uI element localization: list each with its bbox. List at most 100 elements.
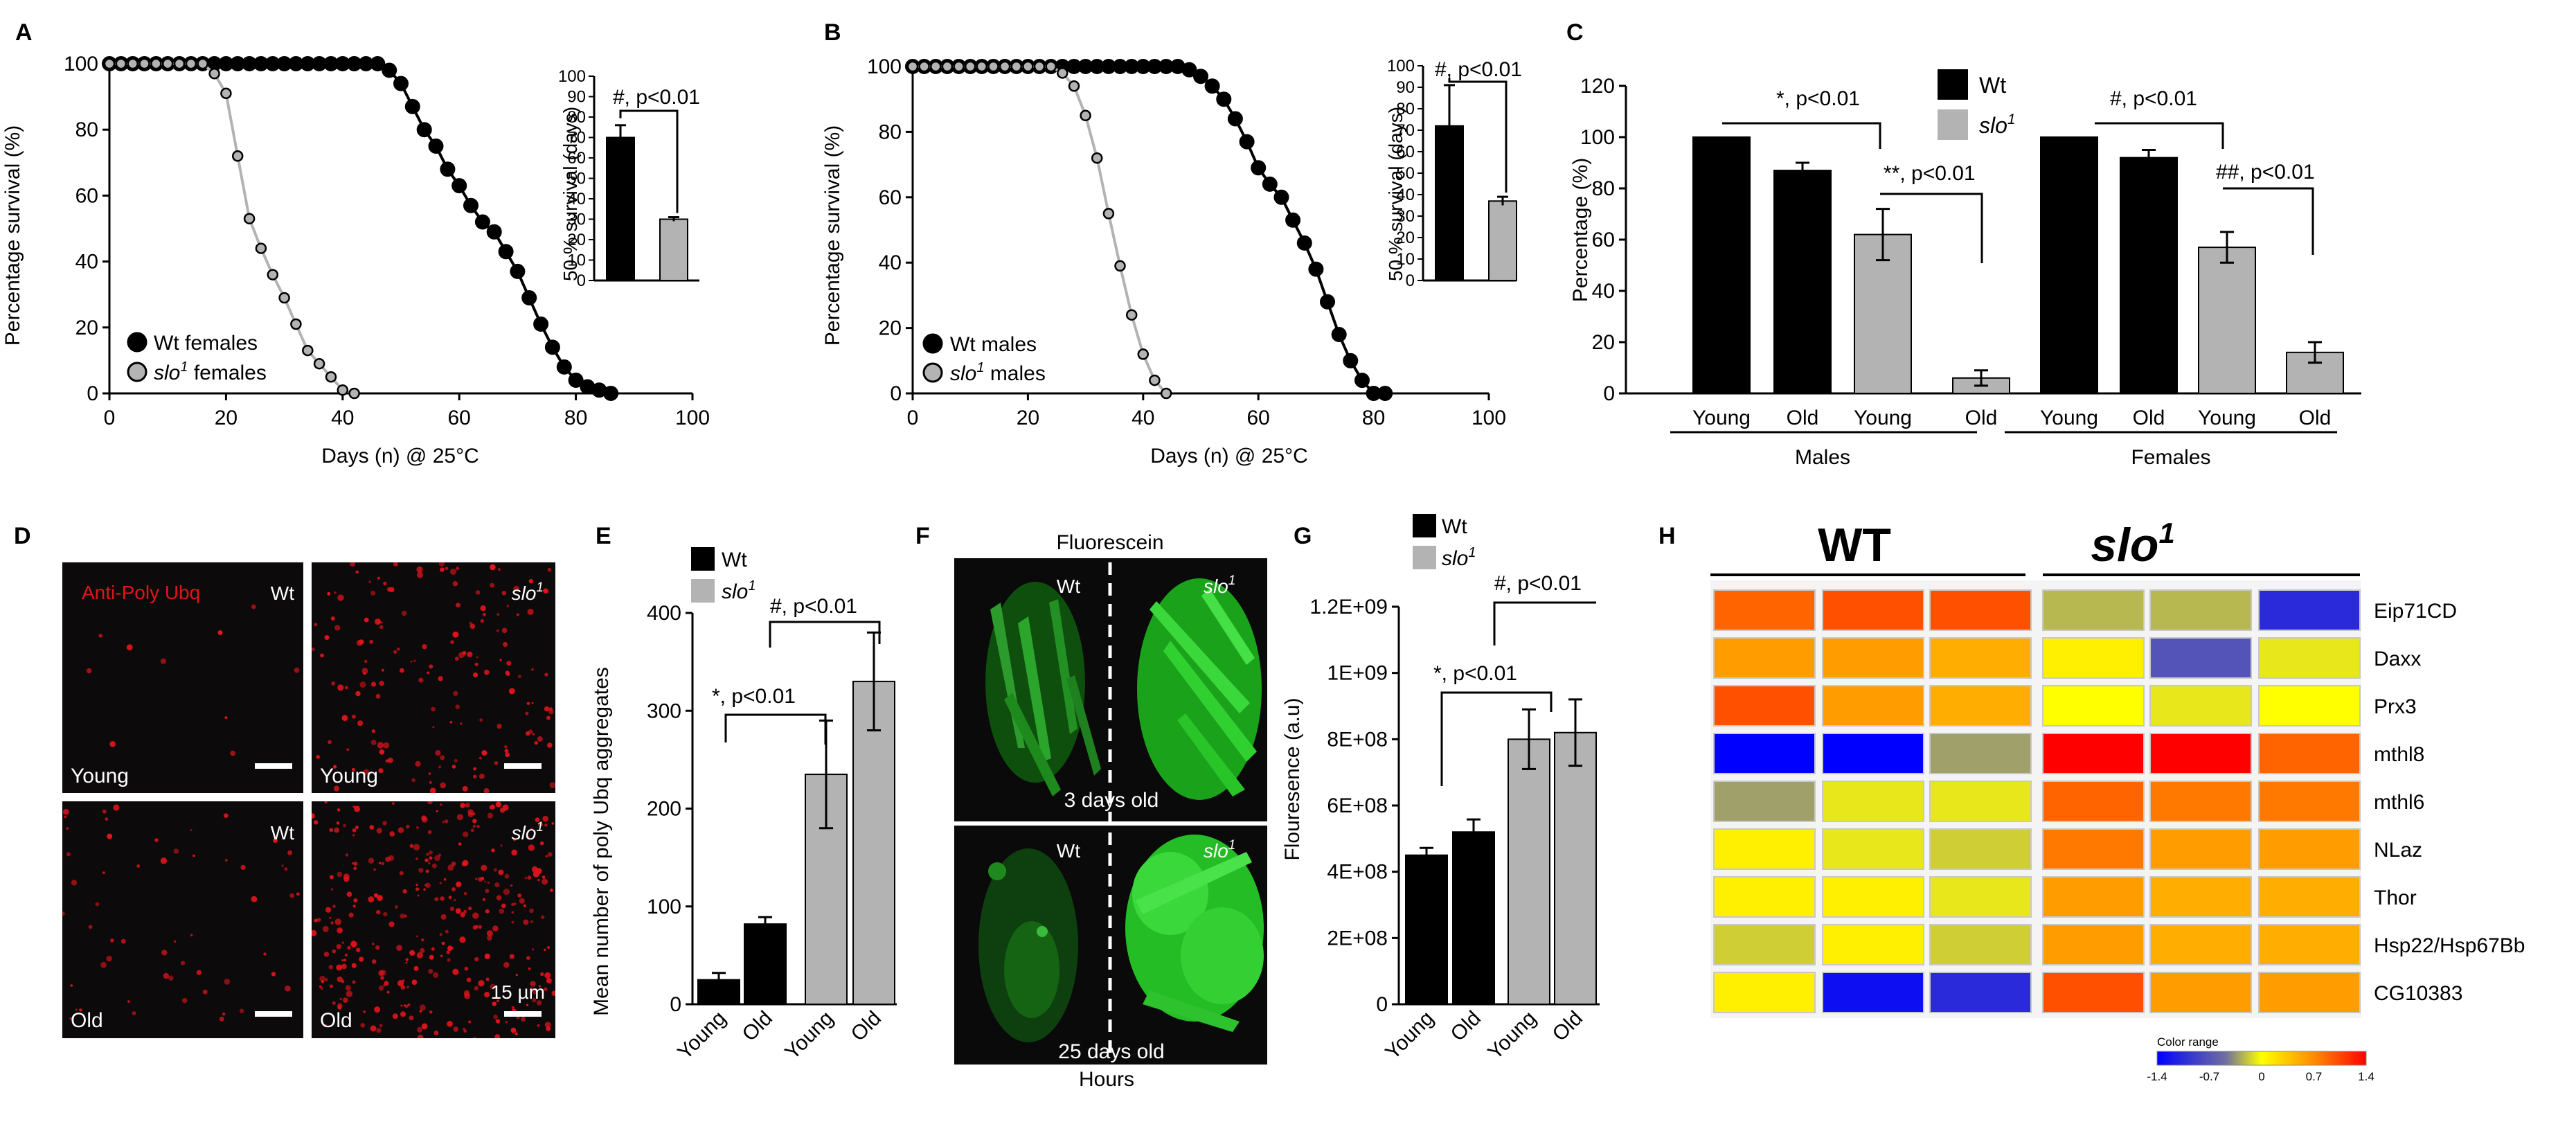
aggregate-dot	[251, 604, 256, 609]
survival-point-slo	[1149, 374, 1161, 386]
panel-c-annotation-3: #, p<0.01	[2110, 87, 2197, 110]
survival-point-wt	[556, 359, 572, 375]
y-tick-label: 40	[75, 251, 98, 274]
aggregate-dot	[536, 1000, 542, 1006]
aggregate-dot	[368, 896, 375, 903]
panel-e-x-labels: Young Old Young Old	[673, 1007, 886, 1065]
aggregate-dot	[371, 729, 375, 733]
legend-swatch-slo	[1938, 109, 1968, 140]
inset-significance-bracket	[619, 109, 679, 213]
aggregate-dot	[363, 672, 366, 675]
scale-bar	[504, 1011, 542, 1017]
heatmap-cell	[2149, 589, 2252, 631]
x-category-label: Old	[1787, 407, 1819, 429]
aggregate-dot	[324, 1024, 327, 1026]
survival-point-wt	[603, 386, 619, 401]
aggregate-dot	[508, 688, 515, 695]
y-tick-label: 80	[879, 121, 902, 143]
aggregate-dot	[455, 704, 460, 709]
y-tick-label: 60	[879, 186, 902, 209]
aggregate-dot	[506, 672, 510, 676]
aggregate-dot	[330, 921, 334, 925]
aggregate-dot	[389, 587, 395, 593]
aggregate-dot	[378, 986, 384, 991]
y-tick-label: 1.2E+09	[1309, 596, 1388, 618]
aggregate-dot	[474, 986, 479, 991]
aggregate-dot	[551, 822, 555, 825]
aggregate-dot	[339, 928, 342, 932]
aggregate-dot	[547, 567, 552, 572]
aggregate-dot	[469, 621, 472, 625]
x-category-label: Young	[1381, 1007, 1438, 1065]
survival-point-wt	[1354, 373, 1370, 389]
aggregate-dot	[397, 980, 404, 987]
aggregate-dot	[528, 844, 535, 851]
aggregate-dot	[345, 985, 351, 991]
heatmap-background	[1710, 580, 2361, 1018]
heatmap-cell	[2149, 828, 2252, 870]
aggregate-dot	[345, 853, 349, 857]
aggregate-dot	[442, 821, 445, 823]
survival-point-slo	[941, 60, 954, 73]
aggregate-dot	[284, 867, 288, 871]
aggregate-dot	[223, 813, 229, 818]
aggregate-dot	[353, 862, 358, 866]
aggregate-dot	[127, 1000, 130, 1003]
bar-young	[2040, 136, 2098, 394]
bar-old	[852, 680, 895, 1005]
aggregate-dot	[407, 1003, 411, 1006]
aggregate-dot	[540, 972, 544, 977]
survival-point-wt	[440, 161, 456, 177]
slo-text: slo	[1204, 840, 1228, 862]
legend-swatch-wt	[1938, 69, 1968, 100]
aggregate-dot	[547, 946, 550, 949]
aggregate-dot	[346, 748, 350, 751]
survival-point-slo	[1045, 60, 1057, 73]
aggregate-dot	[429, 781, 432, 784]
aggregate-dot	[312, 813, 315, 819]
aggregate-dot	[404, 914, 407, 918]
aggregate-dot	[364, 617, 369, 623]
aggregate-dot	[497, 613, 500, 616]
aggregate-dot	[520, 1016, 526, 1022]
aggregate-dot	[453, 1026, 458, 1032]
aggregate-dot	[483, 788, 490, 793]
aggregate-dot	[487, 881, 490, 884]
aggregate-dot	[350, 562, 355, 567]
legend-swatch-slo	[691, 579, 715, 603]
colorbar-tick-label: -0.7	[2199, 1070, 2219, 1083]
inset-y-tick-label: 80	[567, 108, 586, 127]
legend-label-slo: slo1 females	[154, 359, 267, 384]
aggregate-dot	[419, 1004, 426, 1011]
legend-label-slo: slo1	[1442, 545, 1476, 570]
heatmap-cell	[2149, 972, 2252, 1013]
aggregate-dot	[487, 812, 494, 819]
aggregate-dot	[494, 1034, 501, 1038]
slo-sup: 1	[1468, 545, 1476, 560]
aggregate-dot	[463, 892, 467, 896]
aggregate-dot	[429, 787, 436, 793]
heatmap-colorbar: Color range -1.4 -0.7 0 0.7 1.4	[2147, 1035, 2374, 1083]
y-tick-label: 0	[1376, 993, 1388, 1016]
survival-point-wt	[1227, 111, 1243, 127]
aggregate-dot	[224, 716, 228, 720]
aggregate-dot	[325, 907, 332, 913]
aggregate-dot	[523, 904, 526, 907]
aggregate-dot	[337, 808, 341, 812]
aggregate-dot	[452, 968, 459, 975]
y-tick-label: 0	[670, 993, 681, 1016]
aggregate-dot	[420, 947, 425, 954]
aggregate-dot	[389, 831, 395, 837]
aggregate-dot	[503, 961, 510, 968]
slo-sup: 1	[748, 578, 755, 594]
aggregate-dot	[428, 772, 431, 775]
aggregate-dot	[472, 824, 476, 828]
x-tick-label: 0	[907, 407, 919, 429]
panel-letter-e: E	[596, 523, 611, 549]
fluorescein-label-slo: slo1	[1204, 573, 1235, 597]
aggregate-dot	[337, 1003, 343, 1009]
aggregate-dot	[312, 929, 317, 936]
aggregate-dot	[400, 985, 406, 990]
inset-y-tick-label: 20	[567, 231, 586, 249]
survival-point-slo	[267, 269, 279, 280]
